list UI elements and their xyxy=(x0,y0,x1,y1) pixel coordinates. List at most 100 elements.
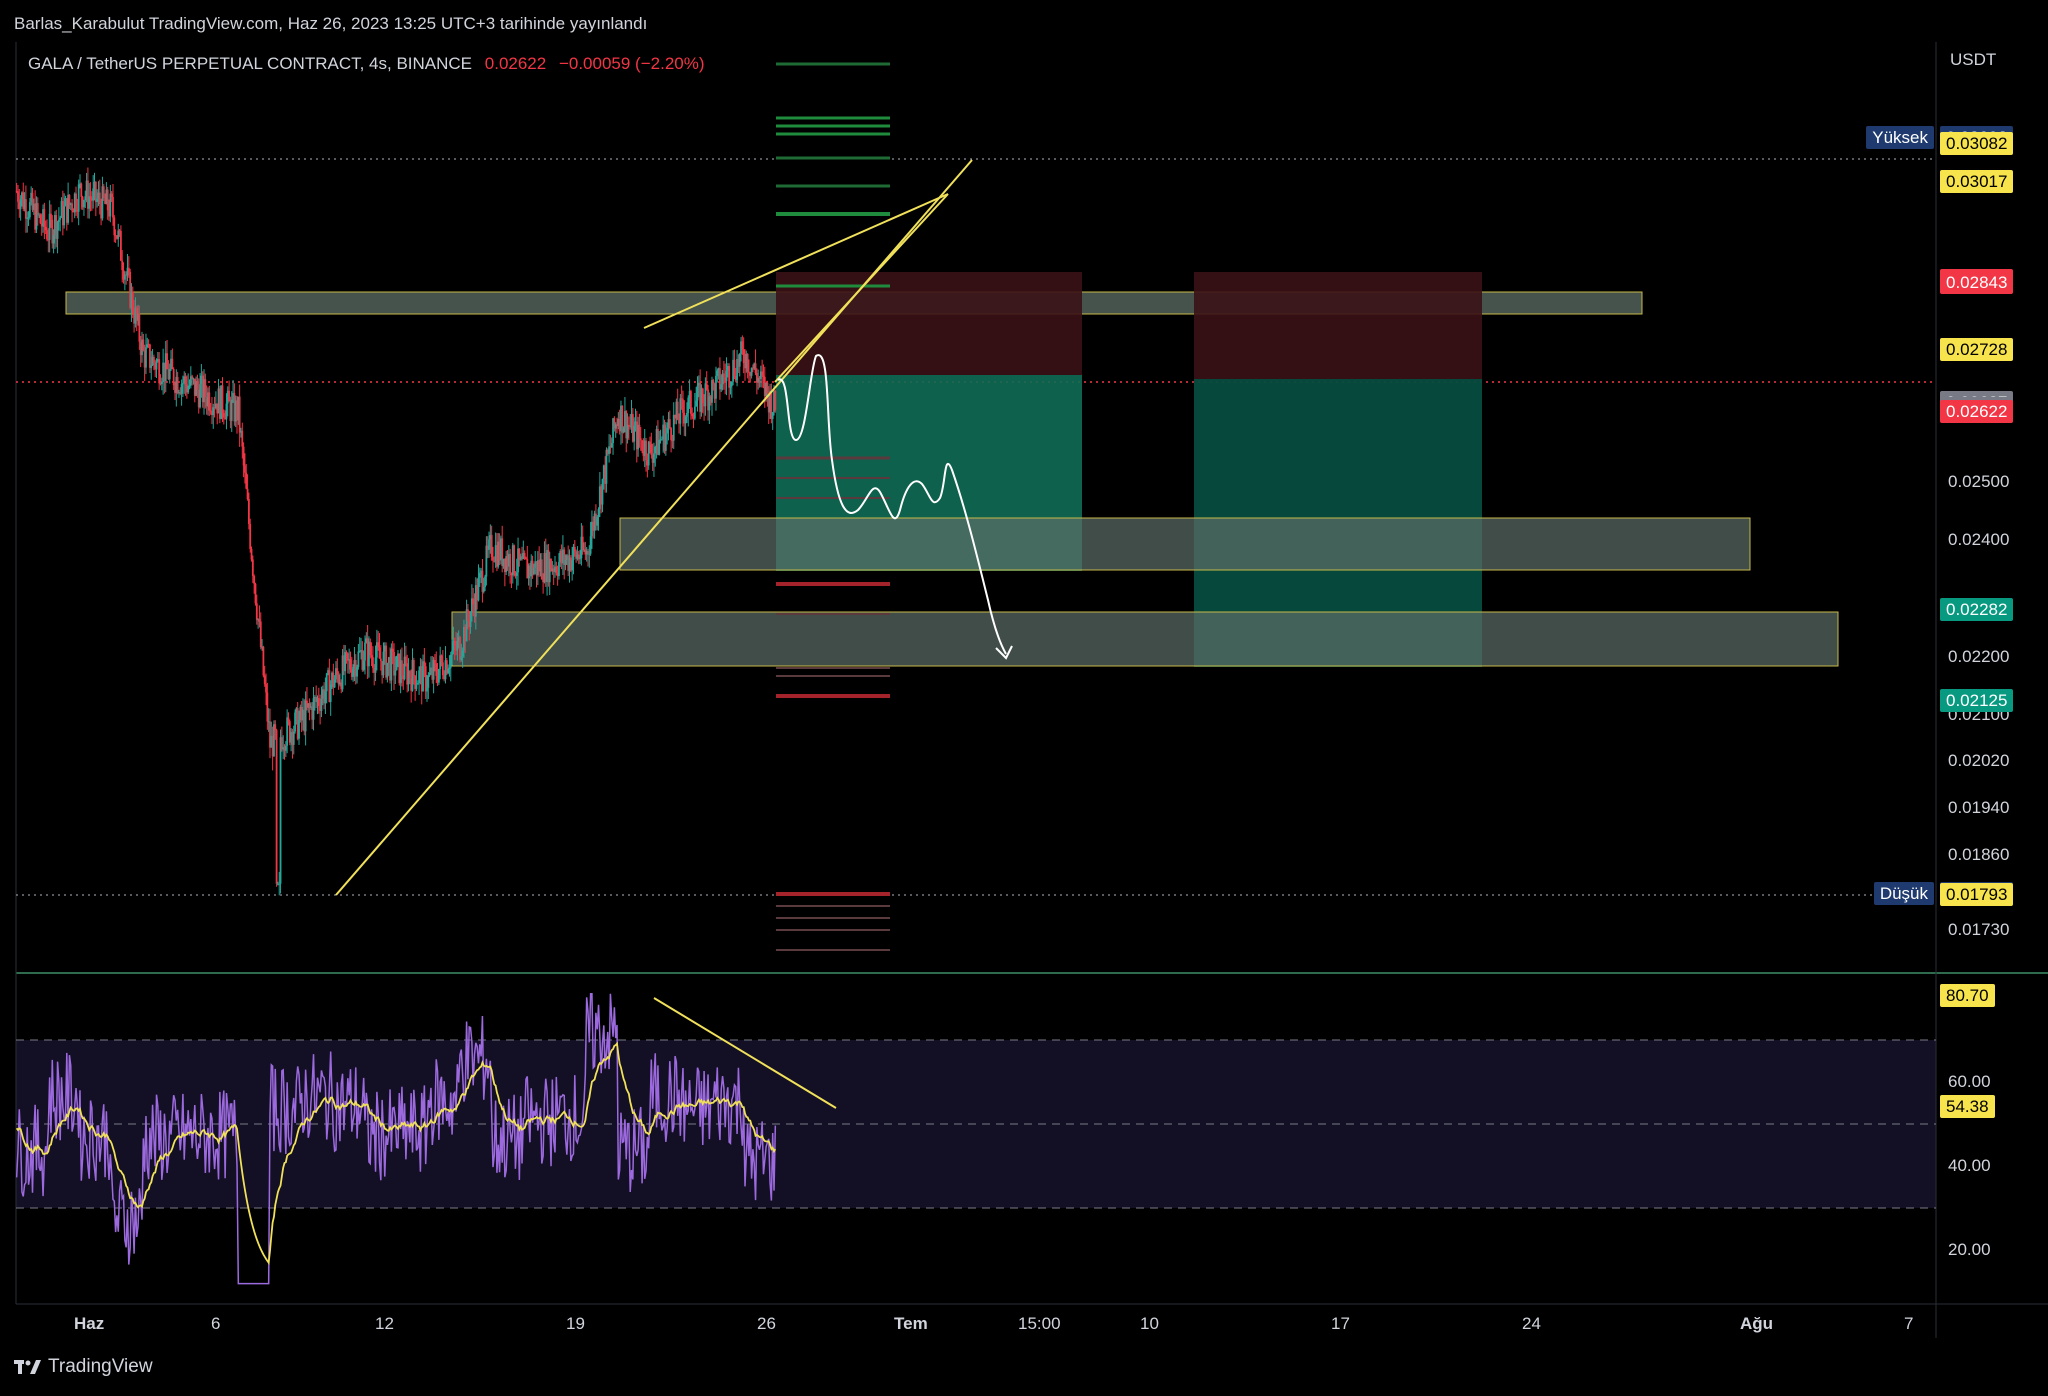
candle-body xyxy=(631,414,634,442)
candle-body xyxy=(620,405,622,432)
candle-body xyxy=(562,549,564,564)
candle-body xyxy=(265,683,267,693)
candle-body xyxy=(394,670,397,676)
price-tag: 0.01793 xyxy=(1940,882,2014,906)
candle-body xyxy=(112,197,114,218)
candle-body xyxy=(610,443,613,448)
rsi-tag: 80.70 xyxy=(1940,984,1995,1008)
price-tag: 0.02843 xyxy=(1940,271,2014,295)
candle-body xyxy=(241,430,244,447)
candle-body xyxy=(592,521,595,531)
candle-body xyxy=(692,416,695,419)
candle-body xyxy=(185,384,188,393)
candle-body xyxy=(374,657,377,673)
support-zone-1 xyxy=(619,517,1751,571)
candle-body xyxy=(654,446,657,454)
candle-body xyxy=(34,203,37,230)
candle-body xyxy=(378,647,381,659)
candle-body xyxy=(167,369,170,380)
candle-body xyxy=(437,668,440,683)
candle-body xyxy=(162,362,165,383)
candle-body xyxy=(121,260,124,271)
candle-body xyxy=(617,418,620,426)
candle-body xyxy=(381,661,384,676)
candle-body xyxy=(75,193,77,210)
candle-body xyxy=(729,386,732,388)
candle-body xyxy=(765,382,768,396)
candle-body xyxy=(113,217,116,236)
candle-body xyxy=(168,368,171,380)
candle-body xyxy=(214,403,217,409)
candle-body xyxy=(44,226,47,231)
candle-body xyxy=(339,682,341,685)
candle-body xyxy=(164,353,167,382)
time-tick: 15:00 xyxy=(1018,1314,1061,1333)
candle-body xyxy=(69,203,72,205)
candle-body xyxy=(738,353,741,367)
candle-body xyxy=(382,651,385,676)
candle-body xyxy=(534,561,537,568)
candle-body xyxy=(598,486,601,510)
candle-body xyxy=(704,383,707,407)
candle-body xyxy=(411,659,414,691)
candle-body xyxy=(15,191,18,193)
candle-body xyxy=(618,418,621,432)
candle-body xyxy=(427,675,430,688)
candle-body xyxy=(734,375,737,381)
candle-body xyxy=(651,454,654,463)
candle-body xyxy=(68,194,71,205)
candle-body xyxy=(257,619,260,621)
candle-body xyxy=(510,573,513,576)
candle-body xyxy=(675,401,678,419)
candle-body xyxy=(540,559,543,580)
candle-body xyxy=(48,213,51,240)
price-tick: 0.02500 xyxy=(1948,472,2010,492)
candle-body xyxy=(116,235,118,239)
candle-body xyxy=(348,659,351,661)
candle-body xyxy=(719,368,721,390)
time-tick: 6 xyxy=(211,1314,221,1333)
candle-body xyxy=(352,667,355,677)
candle-body xyxy=(208,392,211,411)
candle-body xyxy=(521,556,523,560)
candle-body xyxy=(353,660,356,668)
rsi-tag: 54.38 xyxy=(1940,1094,1995,1118)
candle-body xyxy=(195,381,198,396)
candle-body xyxy=(308,703,311,708)
candle-body xyxy=(418,670,420,684)
candle-body xyxy=(333,679,336,688)
candle-body xyxy=(151,356,154,366)
short-position-2-risk xyxy=(1194,272,1482,379)
candle-body xyxy=(232,393,234,400)
candle-body xyxy=(237,396,240,421)
candle-body xyxy=(55,215,58,239)
candle-body xyxy=(503,558,506,572)
candle-body xyxy=(662,424,665,440)
candle-body xyxy=(583,549,585,551)
candle-body xyxy=(494,545,497,562)
candle-body xyxy=(769,390,771,413)
candle-body xyxy=(197,389,200,408)
candle-body xyxy=(84,196,87,201)
candle-body xyxy=(428,672,431,676)
candle-body xyxy=(179,391,182,394)
candle-body xyxy=(288,721,291,743)
footer-brand[interactable]: TradingView xyxy=(14,1356,153,1378)
candle-body xyxy=(577,554,580,560)
symbol-info[interactable]: GALA / TetherUS PERPETUAL CONTRACT, 4s, … xyxy=(28,54,705,74)
candle-body xyxy=(499,538,502,561)
candle-body xyxy=(449,654,452,668)
candle-body xyxy=(141,339,143,356)
rsi-tick: 60.00 xyxy=(1948,1072,1991,1091)
candle-body xyxy=(370,655,373,658)
candle-body xyxy=(402,675,405,680)
candle-body xyxy=(552,568,555,572)
candle-body xyxy=(176,376,179,394)
candle-body xyxy=(27,217,30,219)
candle-body xyxy=(320,698,323,711)
candle-body xyxy=(104,198,106,204)
candle-body xyxy=(667,419,670,428)
candle-body xyxy=(101,186,104,219)
candle-body xyxy=(585,550,588,555)
